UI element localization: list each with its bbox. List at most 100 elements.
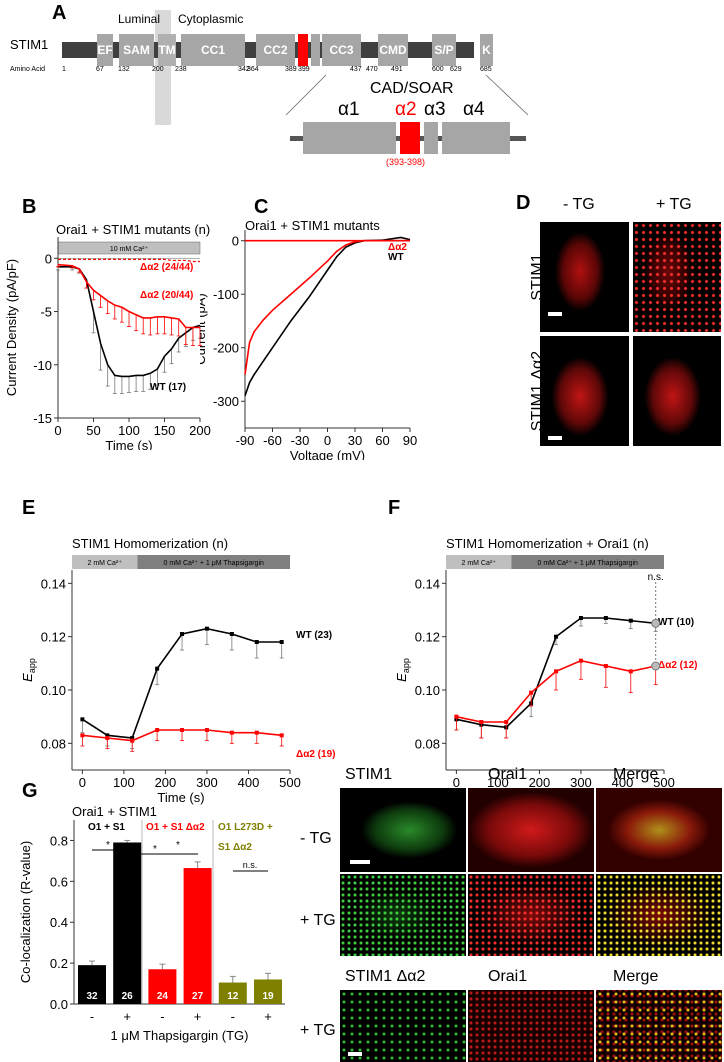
series-label: WT (10)	[658, 617, 694, 628]
y-tick-label: 0.12	[41, 630, 66, 645]
micrograph-stim1-da2-minus-tg	[540, 336, 629, 446]
data-point	[554, 634, 559, 639]
series-label: Δα2	[388, 242, 407, 253]
amino-acid-position: 470	[366, 66, 378, 73]
y-axis-label-main: E	[20, 673, 35, 682]
y-axis-label: Current Density (pA/pF)	[4, 259, 19, 396]
y-tick-label: 0	[232, 234, 239, 249]
scale-bar	[548, 436, 562, 440]
condition-label: 0 mM Ca²⁺ + 1 μM Thapsigargin	[164, 560, 264, 567]
series-label: Δα2 (24/44)	[140, 262, 193, 273]
series-label: Δα2 (20/44)	[140, 290, 193, 301]
condition-bar-1	[446, 555, 512, 569]
y-axis-label: Co-localization (R-value)	[18, 841, 33, 983]
x-tick-label: 400	[238, 775, 260, 790]
condition-label: 2 mM Ca²⁺	[87, 560, 122, 567]
y-tick-label: -300	[213, 394, 239, 409]
cytoplasmic-label: Cytoplasmic	[178, 12, 244, 26]
helix-label-a2: α2	[395, 99, 417, 120]
micrograph-stim1-da2-plus-tg	[633, 336, 721, 446]
series-line	[58, 266, 201, 378]
bar-n-label: 24	[157, 991, 169, 1002]
g-header2-stim1-da2: STIM1 Δα2	[345, 968, 426, 985]
chart-c: Orai1 + STIM1 mutants-90 -60 -30 0 30 60 900-1…	[200, 220, 417, 460]
y-tick-label: 0.08	[415, 736, 440, 751]
x-tick-label: 0	[79, 775, 86, 790]
x-tick-label: 300	[570, 775, 592, 790]
data-point	[180, 632, 185, 636]
x-axis-label: Time (s)	[157, 790, 204, 805]
data-point	[130, 736, 135, 740]
amino-acid-position: 399	[298, 66, 310, 73]
y-axis-label-sub: app	[401, 658, 411, 673]
series-label: Δα2 (12)	[658, 660, 697, 671]
domain-sp: S/P	[432, 34, 456, 66]
bar	[183, 868, 212, 1004]
micrograph-merge-plus-tg	[596, 874, 722, 956]
g-header-stim1: STIM1	[345, 766, 393, 783]
y-tick-label: 0	[45, 251, 52, 266]
micrograph-stim1-plus-tg	[633, 222, 721, 332]
amino-acid-position: 629	[450, 66, 462, 73]
y-tick-label: -5	[40, 305, 52, 320]
y-tick-label: 0.2	[50, 956, 68, 971]
amino-acid-position: 200	[152, 66, 164, 73]
y-axis-label: Current (pA)	[200, 293, 208, 365]
data-point	[279, 640, 284, 644]
helix-a4	[442, 122, 510, 154]
x-tick-label: 500	[279, 775, 301, 790]
x-tick-label: 60	[375, 433, 389, 448]
panel-label-d: D	[516, 192, 531, 214]
x-tick-label: 200	[529, 775, 551, 790]
data-point	[554, 669, 559, 674]
data-point	[155, 666, 160, 671]
cad-zoom-lines	[285, 74, 529, 116]
g-header2-merge: Merge	[613, 968, 659, 985]
bar	[78, 965, 106, 1004]
micrograph-orai1-da2-plus-tg	[468, 990, 594, 1062]
domain-k: K	[480, 34, 493, 66]
significance-mark: n.s.	[243, 860, 258, 870]
helix-label-a3: α3	[424, 99, 446, 120]
series-label: WT (23)	[296, 630, 332, 641]
x-tick-label: -	[90, 1009, 94, 1024]
y-tick-label: -10	[33, 358, 52, 373]
panel-label-g: G	[22, 780, 38, 802]
data-point	[254, 640, 259, 644]
domain-tm: TM	[158, 34, 176, 66]
x-tick-label: 50	[86, 423, 100, 438]
data-point	[105, 733, 110, 738]
data-point	[578, 658, 583, 663]
g-row-plus-tg: + TG	[300, 912, 336, 929]
y-tick-label: 0.6	[50, 874, 68, 889]
data-point	[578, 616, 583, 620]
bar	[148, 969, 177, 1004]
y-tick-label: 0.0	[50, 997, 68, 1012]
x-tick-label: -30	[291, 433, 310, 448]
y-axis-label: Eapp	[394, 658, 411, 682]
chart-title: Orai1 + STIM1	[72, 804, 157, 819]
bar-n-label: 27	[192, 991, 204, 1002]
data-point	[204, 626, 209, 631]
significance-label: n.s.	[648, 572, 664, 583]
data-point	[628, 669, 633, 674]
x-tick-label: -90	[236, 433, 255, 448]
x-tick-label: 0	[54, 423, 61, 438]
chart-title: STIM1 Homomerization + Orai1 (n)	[446, 536, 649, 551]
x-axis-label: Time (s)	[105, 438, 152, 450]
domain-cmd: CMD	[378, 34, 408, 66]
amino-acid-label: Amino Acid	[10, 66, 46, 73]
y-tick-label: 0.8	[50, 833, 68, 848]
x-tick-label: 200	[155, 775, 177, 790]
series-label: WT (17)	[150, 382, 186, 393]
micrograph-stim1-plus-tg-g	[340, 874, 466, 956]
alpha2-region	[298, 34, 308, 66]
x-tick-label: +	[123, 1009, 131, 1024]
amino-acid-position: 342	[238, 66, 250, 73]
amino-acid-position: 67	[96, 66, 104, 73]
helix-label-a4: α4	[463, 99, 485, 120]
chart-f: STIM1 Homomerization + Orai1 (n) 2 mM Ca²…	[394, 536, 697, 805]
domain-cc2: CC2	[256, 34, 295, 66]
g-row-minus-tg: - TG	[300, 830, 332, 847]
y-tick-label: 0.10	[415, 683, 440, 698]
